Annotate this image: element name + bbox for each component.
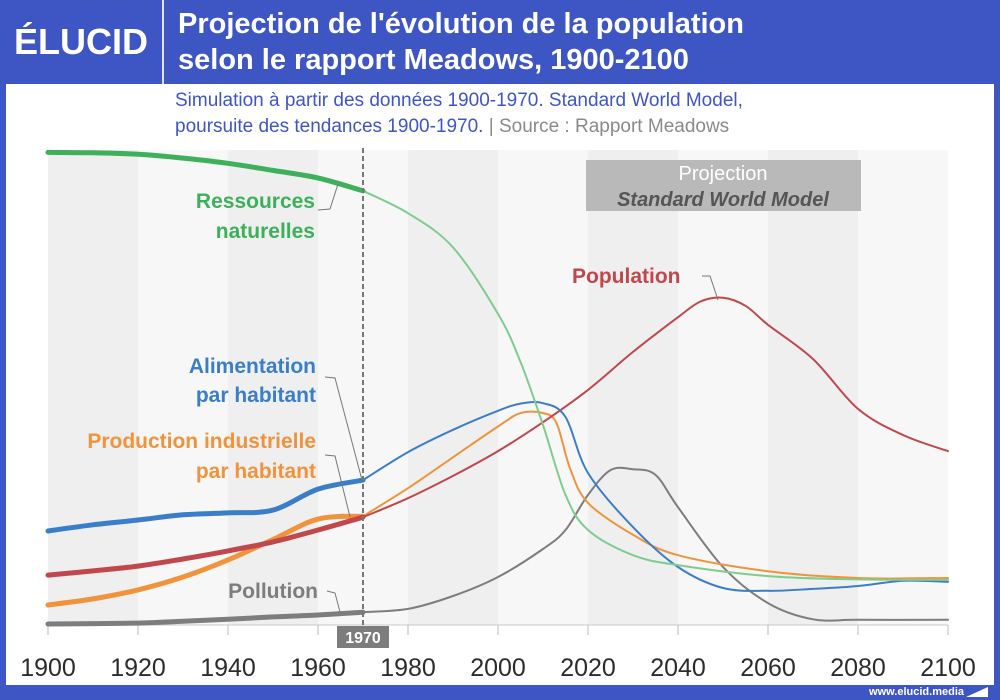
grid-band [768, 150, 858, 625]
x-axis: 1900 1920 1940 1960 1980 2000 2020 2040 2060 2080… [20, 624, 976, 682]
line-food-historical [45, 477, 366, 534]
series-label-industry: Production industrielle [87, 430, 316, 453]
title-line-1: Projection de l'évolution de la populati… [178, 8, 744, 40]
title-line-2: selon le rapport Meadows, 1900-2100 [178, 44, 689, 76]
series-label-pollution: Pollution [228, 580, 318, 603]
series-label-industry: par habitant [196, 460, 316, 483]
series-label-resources: Ressources [196, 190, 315, 213]
series-label-population: Population [572, 265, 681, 288]
subtitle: Simulation à partir des données 1900-197… [175, 88, 975, 140]
x-tick-label: 2100 [920, 654, 976, 682]
annotations: 1970 Projection Standard World Model Ressou… [87, 148, 861, 648]
chart-title: Projection de l'évolution de la populati… [178, 6, 978, 78]
series-label-resources: naturelles [216, 220, 315, 243]
line-population-historical [45, 514, 366, 578]
x-tick-label: 2000 [470, 654, 526, 682]
line-pollution-historical [45, 609, 366, 627]
line-industry-projection [362, 410, 949, 580]
elucid-logo: ÉLUCID [14, 21, 148, 62]
grid-band [498, 150, 588, 625]
elucid-mark-icon [966, 687, 988, 697]
subtitle-line-1: Simulation à partir des données 1900-197… [175, 90, 743, 111]
grid-band [678, 150, 768, 625]
leader-line-population [702, 275, 719, 301]
x-tick-label: 2020 [560, 654, 616, 682]
projection-box-title: Projection [679, 163, 768, 185]
grid-band [48, 150, 138, 625]
leader-line-food [324, 376, 363, 481]
source-text: Source : Rapport Meadows [498, 116, 730, 137]
line-resources-historical [45, 149, 366, 194]
background-bands [48, 150, 948, 625]
grid-band [858, 150, 948, 625]
grid-band [408, 150, 498, 625]
grid-band [588, 150, 678, 625]
series-label-food: par habitant [196, 384, 316, 407]
x-tick-label: 1900 [20, 654, 76, 682]
subtitle-separator: | [483, 116, 499, 137]
leader-line-resources [317, 183, 339, 211]
projection-box [586, 160, 861, 211]
year-1970-label: 1970 [345, 630, 381, 647]
line-resources-projection [362, 189, 949, 581]
line-pollution-projection [362, 466, 949, 622]
series-label-food: Alimentation [189, 355, 316, 378]
line-population-projection [362, 296, 949, 519]
year-1970-badge [337, 626, 389, 648]
x-tick-label: 2040 [650, 654, 706, 682]
header-divider [162, 0, 164, 84]
projection-box-subtitle: Standard World Model [617, 189, 829, 211]
footer-url[interactable]: www.elucid.media [869, 686, 964, 698]
line-food-projection [362, 401, 949, 592]
line-industry-historical [45, 513, 366, 608]
leader-line-pollution [326, 590, 341, 613]
subtitle-line-2-main: poursuite des tendances 1900-1970. [175, 116, 484, 137]
x-tick-label: 2080 [830, 654, 886, 682]
subtitle-line-2: poursuite des tendances 1900-1970. | Sou… [175, 114, 975, 140]
x-tick-label: 1940 [200, 654, 256, 682]
grid-band [138, 150, 228, 625]
x-tick-label: 1960 [290, 654, 346, 682]
leader-line-industry [324, 454, 351, 518]
x-tick-label: 2060 [740, 654, 796, 682]
series-lines [45, 149, 949, 627]
x-tick-label: 1980 [380, 654, 436, 682]
x-tick-label: 1920 [110, 654, 166, 682]
